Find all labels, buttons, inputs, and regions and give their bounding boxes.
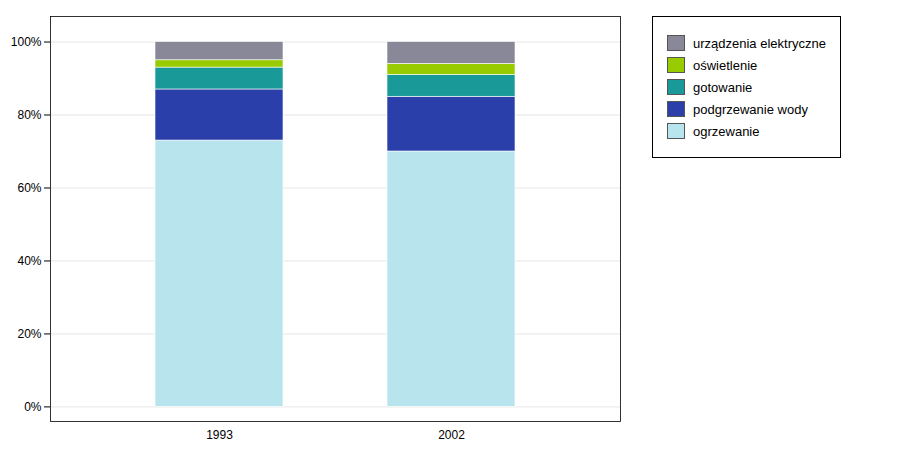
- svg-text:1993: 1993: [206, 428, 233, 442]
- html-text:oświetlenie: oświetlenie: [693, 57, 758, 73]
- svg-text:0%: 0%: [24, 400, 42, 414]
- html-text:gotowanie: gotowanie: [693, 79, 753, 95]
- svg-text:40%: 40%: [17, 254, 41, 268]
- html-text:ogrzewanie: ogrzewanie: [693, 123, 760, 139]
- svg-text:60%: 60%: [17, 181, 41, 195]
- svg-text:2002: 2002: [438, 428, 465, 442]
- html-text:podgrzewanie wody: podgrzewanie wody: [693, 101, 808, 117]
- svg-text:20%: 20%: [17, 327, 41, 341]
- svg-text:100%: 100%: [11, 35, 42, 49]
- html-text:urządzenia elektryczne: urządzenia elektryczne: [693, 35, 826, 51]
- svg-text:80%: 80%: [17, 108, 41, 122]
